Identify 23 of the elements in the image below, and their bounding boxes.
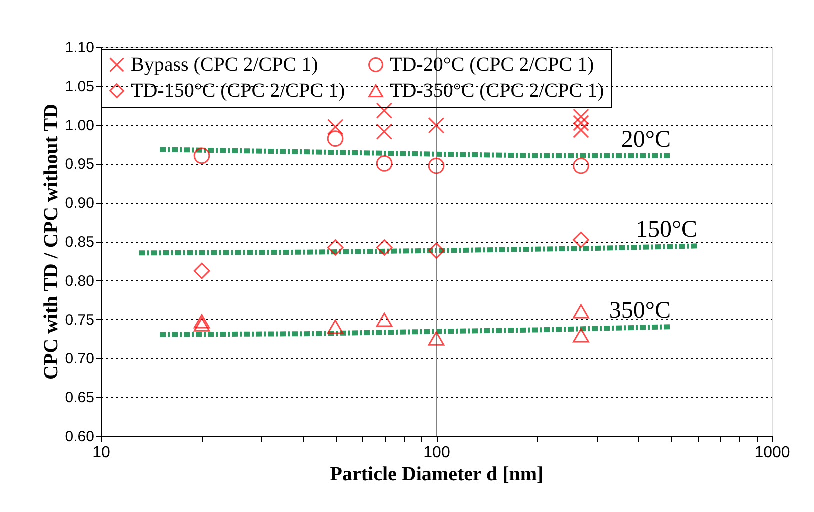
y-tick-label: 1.00 (65, 117, 94, 134)
y-tick-label: 0.80 (65, 272, 94, 290)
y-tick-label: 0.85 (65, 234, 94, 251)
y-axis-title: CPC with TD / CPC without TD (40, 104, 62, 380)
x-tick-label: 10 (92, 444, 110, 462)
y-tick-label: 0.60 (65, 428, 94, 446)
y-tick-label: 1.10 (65, 40, 94, 56)
legend-label: TD-350°C (CPC 2/CPC 1) (390, 80, 604, 102)
y-tick-label: 0.95 (65, 156, 94, 174)
x-tick-label: 1000 (754, 444, 790, 462)
annotation: 20°C (621, 126, 672, 153)
legend-label: TD-20°C (CPC 2/CPC 1) (390, 54, 594, 76)
y-tick-label: 1.05 (65, 78, 94, 96)
x-axis-title: Particle Diameter d [nm] (330, 464, 544, 486)
y-tick-label: 0.70 (65, 350, 94, 368)
y-tick-label: 0.90 (65, 195, 94, 212)
x-tick-label: 100 (424, 444, 450, 462)
y-tick-label: 0.65 (65, 390, 94, 407)
y-tick-label: 0.75 (65, 312, 94, 329)
annotation: 150°C (636, 217, 698, 244)
legend-label: TD-150°C (CPC 2/CPC 1) (131, 80, 346, 102)
annotation: 350°C (609, 298, 672, 324)
legend-label: Bypass (CPC 2/CPC 1) (131, 54, 318, 76)
